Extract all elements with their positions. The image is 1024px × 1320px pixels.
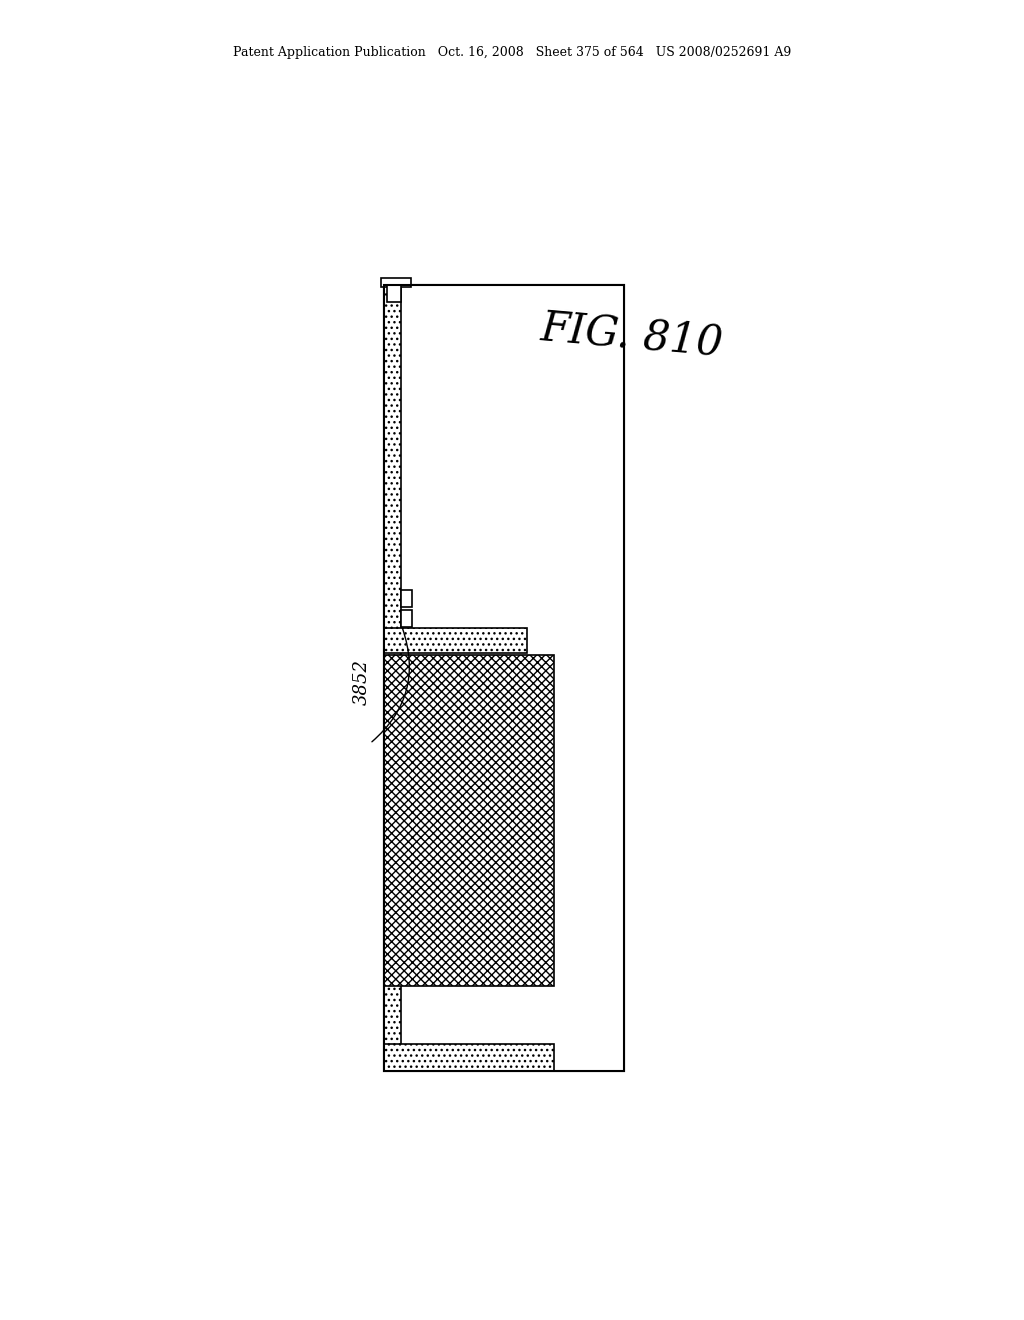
Bar [384,285,400,1071]
Bar [384,655,554,986]
Text: 3852: 3852 [353,659,371,705]
Bar [400,610,412,627]
Bar [384,1044,554,1071]
Bar [400,590,412,607]
Bar [384,628,527,653]
Text: Patent Application Publication   Oct. 16, 2008   Sheet 375 of 564   US 2008/0252: Patent Application Publication Oct. 16, … [232,46,792,59]
Text: FIG. 810: FIG. 810 [539,306,725,364]
Bar [387,285,400,302]
Bar [381,277,411,286]
Bar [400,285,624,1071]
Bar [384,285,624,1071]
Bar [384,285,624,1071]
